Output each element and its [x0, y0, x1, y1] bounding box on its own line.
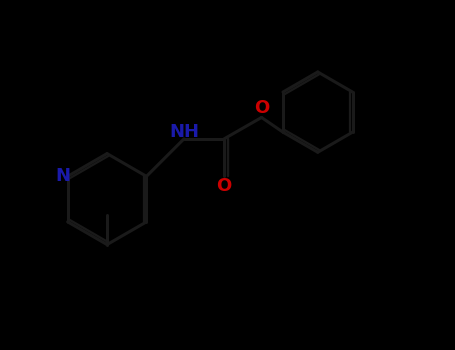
Text: NH: NH	[169, 124, 199, 141]
Text: O: O	[254, 99, 269, 117]
Text: N: N	[56, 167, 71, 186]
Text: O: O	[217, 177, 232, 195]
